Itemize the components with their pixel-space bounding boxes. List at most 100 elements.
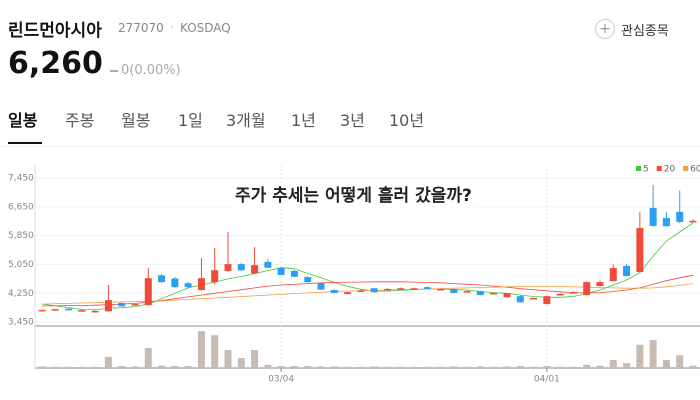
volume-bar bbox=[211, 335, 219, 368]
candle-body bbox=[277, 268, 285, 275]
period-tab[interactable]: 1년 bbox=[291, 111, 316, 130]
volume-bar bbox=[423, 366, 431, 368]
volume-bar bbox=[556, 366, 564, 368]
stock-name: 린드먼아시아 bbox=[8, 21, 102, 41]
y-tick-label: 5,850 bbox=[8, 231, 34, 241]
legend-swatch bbox=[636, 166, 641, 171]
watch-button[interactable]: 관심종목 bbox=[621, 24, 669, 39]
period-tab[interactable]: 일봉 bbox=[8, 111, 38, 130]
candle-body bbox=[569, 292, 577, 294]
volume-bar bbox=[224, 350, 232, 368]
y-tick-label: 5,050 bbox=[8, 260, 34, 270]
candle-body bbox=[370, 288, 378, 293]
divider bbox=[0, 146, 700, 147]
period-tab[interactable]: 3년 bbox=[340, 111, 365, 130]
add-icon[interactable]: + bbox=[595, 19, 615, 39]
candle-body bbox=[251, 265, 259, 274]
candle-body bbox=[131, 304, 139, 306]
period-tab[interactable]: 1일 bbox=[178, 111, 203, 130]
volume-bar bbox=[317, 366, 325, 368]
volume-bar bbox=[463, 366, 471, 368]
candle-body bbox=[490, 292, 498, 295]
candle-body bbox=[609, 268, 617, 282]
candle-body bbox=[171, 278, 179, 288]
annotation-bg bbox=[232, 183, 475, 208]
candle-body bbox=[38, 309, 46, 312]
volume-bar bbox=[609, 360, 617, 368]
volume-bar bbox=[264, 364, 272, 368]
candle-body bbox=[184, 283, 192, 288]
volume-bar bbox=[104, 356, 112, 368]
volume-bar bbox=[490, 366, 498, 368]
legend-swatch bbox=[683, 166, 689, 171]
volume-bar bbox=[330, 366, 338, 368]
legend-label: 20 bbox=[664, 165, 676, 175]
period-tab[interactable]: 10년 bbox=[389, 111, 425, 130]
legend-label: 5 bbox=[643, 165, 649, 175]
volume-bar bbox=[38, 366, 46, 368]
volume-bar bbox=[543, 366, 551, 368]
candle-body bbox=[530, 297, 538, 300]
candle-body bbox=[158, 275, 166, 283]
candle-body bbox=[144, 278, 152, 306]
candle-body bbox=[290, 270, 298, 277]
flat-icon bbox=[110, 70, 118, 72]
volume-bar bbox=[370, 366, 378, 368]
candle-body bbox=[91, 310, 99, 313]
candle-body bbox=[503, 293, 511, 298]
candle-body bbox=[344, 292, 352, 295]
candle-body bbox=[423, 287, 431, 289]
candle-body bbox=[357, 290, 365, 292]
volume-bar bbox=[91, 366, 99, 368]
legend-label: 60 bbox=[690, 165, 700, 175]
volume-bar bbox=[516, 366, 524, 368]
candle-body bbox=[65, 308, 73, 311]
x-tick-label: 03/04 bbox=[268, 375, 294, 385]
volume-bar bbox=[689, 365, 697, 368]
volume-bar bbox=[118, 366, 126, 368]
candle-body bbox=[383, 288, 391, 291]
volume-bar bbox=[636, 344, 644, 368]
period-tab[interactable]: 월봉 bbox=[121, 111, 151, 130]
volume-bar bbox=[158, 365, 166, 368]
volume-bar bbox=[569, 366, 577, 368]
candle-body bbox=[78, 310, 86, 312]
candle-body bbox=[463, 291, 471, 293]
volume-bar bbox=[344, 366, 352, 368]
period-tab[interactable]: 주봉 bbox=[65, 111, 95, 130]
candle-body bbox=[623, 265, 631, 276]
stock-code: 277070 bbox=[118, 21, 164, 35]
y-tick-label: 6,650 bbox=[8, 202, 34, 212]
candle-body bbox=[104, 300, 112, 312]
market: KOSDAQ bbox=[180, 21, 231, 35]
y-tick-label: 4,250 bbox=[8, 289, 34, 299]
y-tick-label: 3,450 bbox=[8, 318, 34, 328]
candle-body bbox=[636, 228, 644, 273]
volume-bar bbox=[623, 363, 631, 368]
volume-bar bbox=[290, 366, 298, 368]
volume-bar bbox=[171, 366, 179, 368]
volume-bar bbox=[251, 350, 259, 368]
tab-underline bbox=[8, 142, 42, 144]
volume-bar bbox=[596, 365, 604, 368]
volume-bar bbox=[237, 358, 245, 368]
candle-body bbox=[304, 277, 312, 283]
period-tab[interactable]: 3개월 bbox=[226, 111, 266, 130]
candle-body bbox=[51, 309, 59, 311]
price-change: 0(0.00%) bbox=[121, 63, 181, 78]
volume-bar bbox=[397, 366, 405, 368]
candle-body bbox=[317, 283, 325, 290]
volume-bar bbox=[662, 360, 670, 368]
candle-body bbox=[662, 217, 670, 227]
volume-bar bbox=[304, 366, 312, 368]
candle-body bbox=[264, 261, 272, 268]
volume-bar bbox=[410, 366, 418, 368]
candle-body bbox=[676, 211, 684, 222]
volume-bar bbox=[78, 366, 86, 368]
volume-bar bbox=[184, 366, 192, 368]
candle-body bbox=[476, 291, 484, 296]
volume-bar bbox=[65, 366, 73, 368]
volume-bar bbox=[131, 366, 139, 368]
volume-bar bbox=[450, 366, 458, 368]
